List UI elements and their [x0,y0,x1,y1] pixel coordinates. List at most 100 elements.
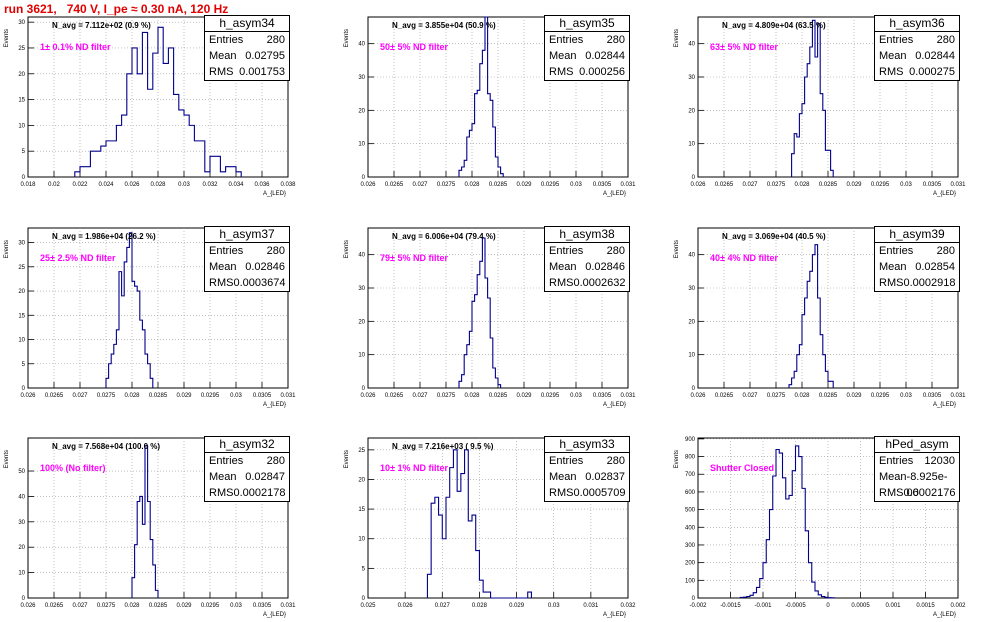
x-tick-label: 0.0295 [871,393,890,399]
y-tick-label: 30 [18,20,25,26]
x-tick-label: 0.018 [20,182,36,188]
y-axis-label: Events [674,240,680,258]
x-tick-label: -0.0005 [785,603,806,609]
stat-label: RMS [879,66,904,78]
x-axis-label: A_{LED} [263,402,286,408]
stat-box: h_asym32 Entries 280 Mean 0.02847 RMS 0.000217… [204,436,290,502]
y-tick-label: 20 [18,545,25,551]
y-tick-label: 30 [688,75,695,81]
y-tick-label: 5 [22,362,26,368]
stat-label: Mean [879,471,907,483]
stat-label: Entries [549,245,584,257]
y-tick-label: 30 [688,286,695,292]
stat-row-entries: Entries 280 [545,453,629,469]
filter-label: 1± 0.1% ND filter [40,42,111,52]
x-tick-label: 0.03 [230,393,242,399]
y-tick-label: 600 [685,490,696,496]
stat-value: 0.02837 [585,471,625,483]
stat-value: 12030 [924,455,955,467]
stat-row-entries: Entries 280 [875,32,959,48]
y-tick-label: 20 [688,108,695,114]
stat-row-entries: Entries 280 [875,243,959,259]
x-tick-label: 0.027 [412,393,428,399]
histogram-series [426,449,532,599]
stat-value: 280 [606,34,625,46]
x-tick-label: 0.0295 [201,603,220,609]
y-tick-label: 40 [358,42,365,48]
x-tick-label: 0.0305 [923,393,942,399]
x-tick-label: 0.0305 [593,182,612,188]
x-axis-label: A_{LED} [933,191,956,197]
filter-label: Shutter Closed [710,463,774,473]
stat-label: Entries [209,245,244,257]
x-tick-label: 0.0305 [253,603,272,609]
x-tick-label: 0.031 [950,182,966,188]
x-tick-label: 0.028 [464,182,480,188]
filter-label: 25± 2.5% ND filter [40,253,116,263]
y-tick-label: 0 [362,175,366,181]
y-tick-label: 700 [685,472,696,478]
stat-value: -8.925e-06 [906,471,948,499]
x-tick-label: 0.0265 [45,603,64,609]
y-tick-label: 10 [688,142,695,148]
x-tick-label: 0.0265 [385,182,404,188]
histogram-series [788,244,834,388]
x-tick-label: 0 [826,603,830,609]
x-tick-label: 0.0275 [767,393,786,399]
y-axis-label: Events [674,29,680,47]
y-tick-label: 5 [362,566,366,572]
y-tick-label: 40 [688,253,695,259]
y-tick-label: 0 [362,596,366,602]
stat-value: 0.001753 [239,66,285,78]
y-tick-label: 20 [688,319,695,325]
x-axis-label: A_{LED} [263,191,286,197]
x-tick-label: 0.027 [742,393,758,399]
x-tick-label: 0.031 [950,393,966,399]
y-tick-label: 0 [692,175,696,181]
filter-label: 50± 5% ND filter [380,42,448,52]
stat-label: RMS [879,277,904,289]
stat-label: Mean [209,471,237,483]
x-tick-label: 0.031 [620,182,636,188]
y-tick-label: 900 [685,437,696,443]
x-tick-label: 0.0275 [97,393,116,399]
stat-value: 280 [266,34,285,46]
stat-value: 280 [606,245,625,257]
y-axis-label: Events [674,450,680,468]
histogram-series [105,232,154,388]
y-tick-label: 300 [685,543,696,549]
x-tick-label: 0.038 [280,182,296,188]
stat-row-entries: Entries 12030 [875,453,959,469]
stat-label: Mean [549,471,577,483]
stat-label: Mean [209,50,237,62]
histogram-name: h_asym37 [205,227,289,243]
stat-row-entries: Entries 280 [205,453,289,469]
stat-value: 280 [936,245,955,257]
stat-label: RMS [549,487,574,499]
y-tick-label: 5 [22,149,26,155]
x-tick-label: 0.028 [124,603,140,609]
stat-box: h_asym38 Entries 280 Mean 0.02846 RMS 0.000263… [544,226,630,292]
histogram-name: h_asym33 [545,437,629,453]
stat-label: Mean [879,50,907,62]
x-tick-label: 0.0015 [916,603,935,609]
x-tick-label: 0.026 [690,393,706,399]
stat-row-entries: Entries 280 [545,243,629,259]
x-tick-label: 0.0285 [819,182,838,188]
x-tick-label: 0.0285 [489,393,508,399]
stat-value: 0.0003674 [233,277,286,289]
navg-label: N_avg = 7.112e+02 (0.9 %) [52,21,151,30]
stat-label: Entries [549,455,584,467]
x-tick-label: 0.027 [435,603,451,609]
x-axis-label: A_{LED} [603,191,626,197]
y-tick-label: 0 [362,386,366,392]
stat-box: h_asym37 Entries 280 Mean 0.02846 RMS 0.000367… [204,226,290,292]
x-tick-label: 0.031 [280,393,296,399]
stat-row-rms: RMS 0.0003674 [205,275,289,291]
x-tick-label: 0.0265 [385,393,404,399]
x-tick-label: 0.028 [124,393,140,399]
x-tick-label: 0.0285 [489,182,508,188]
x-tick-label: 0.026 [20,393,36,399]
stat-value: 0.0005709 [573,487,626,499]
y-tick-label: 0 [692,386,696,392]
